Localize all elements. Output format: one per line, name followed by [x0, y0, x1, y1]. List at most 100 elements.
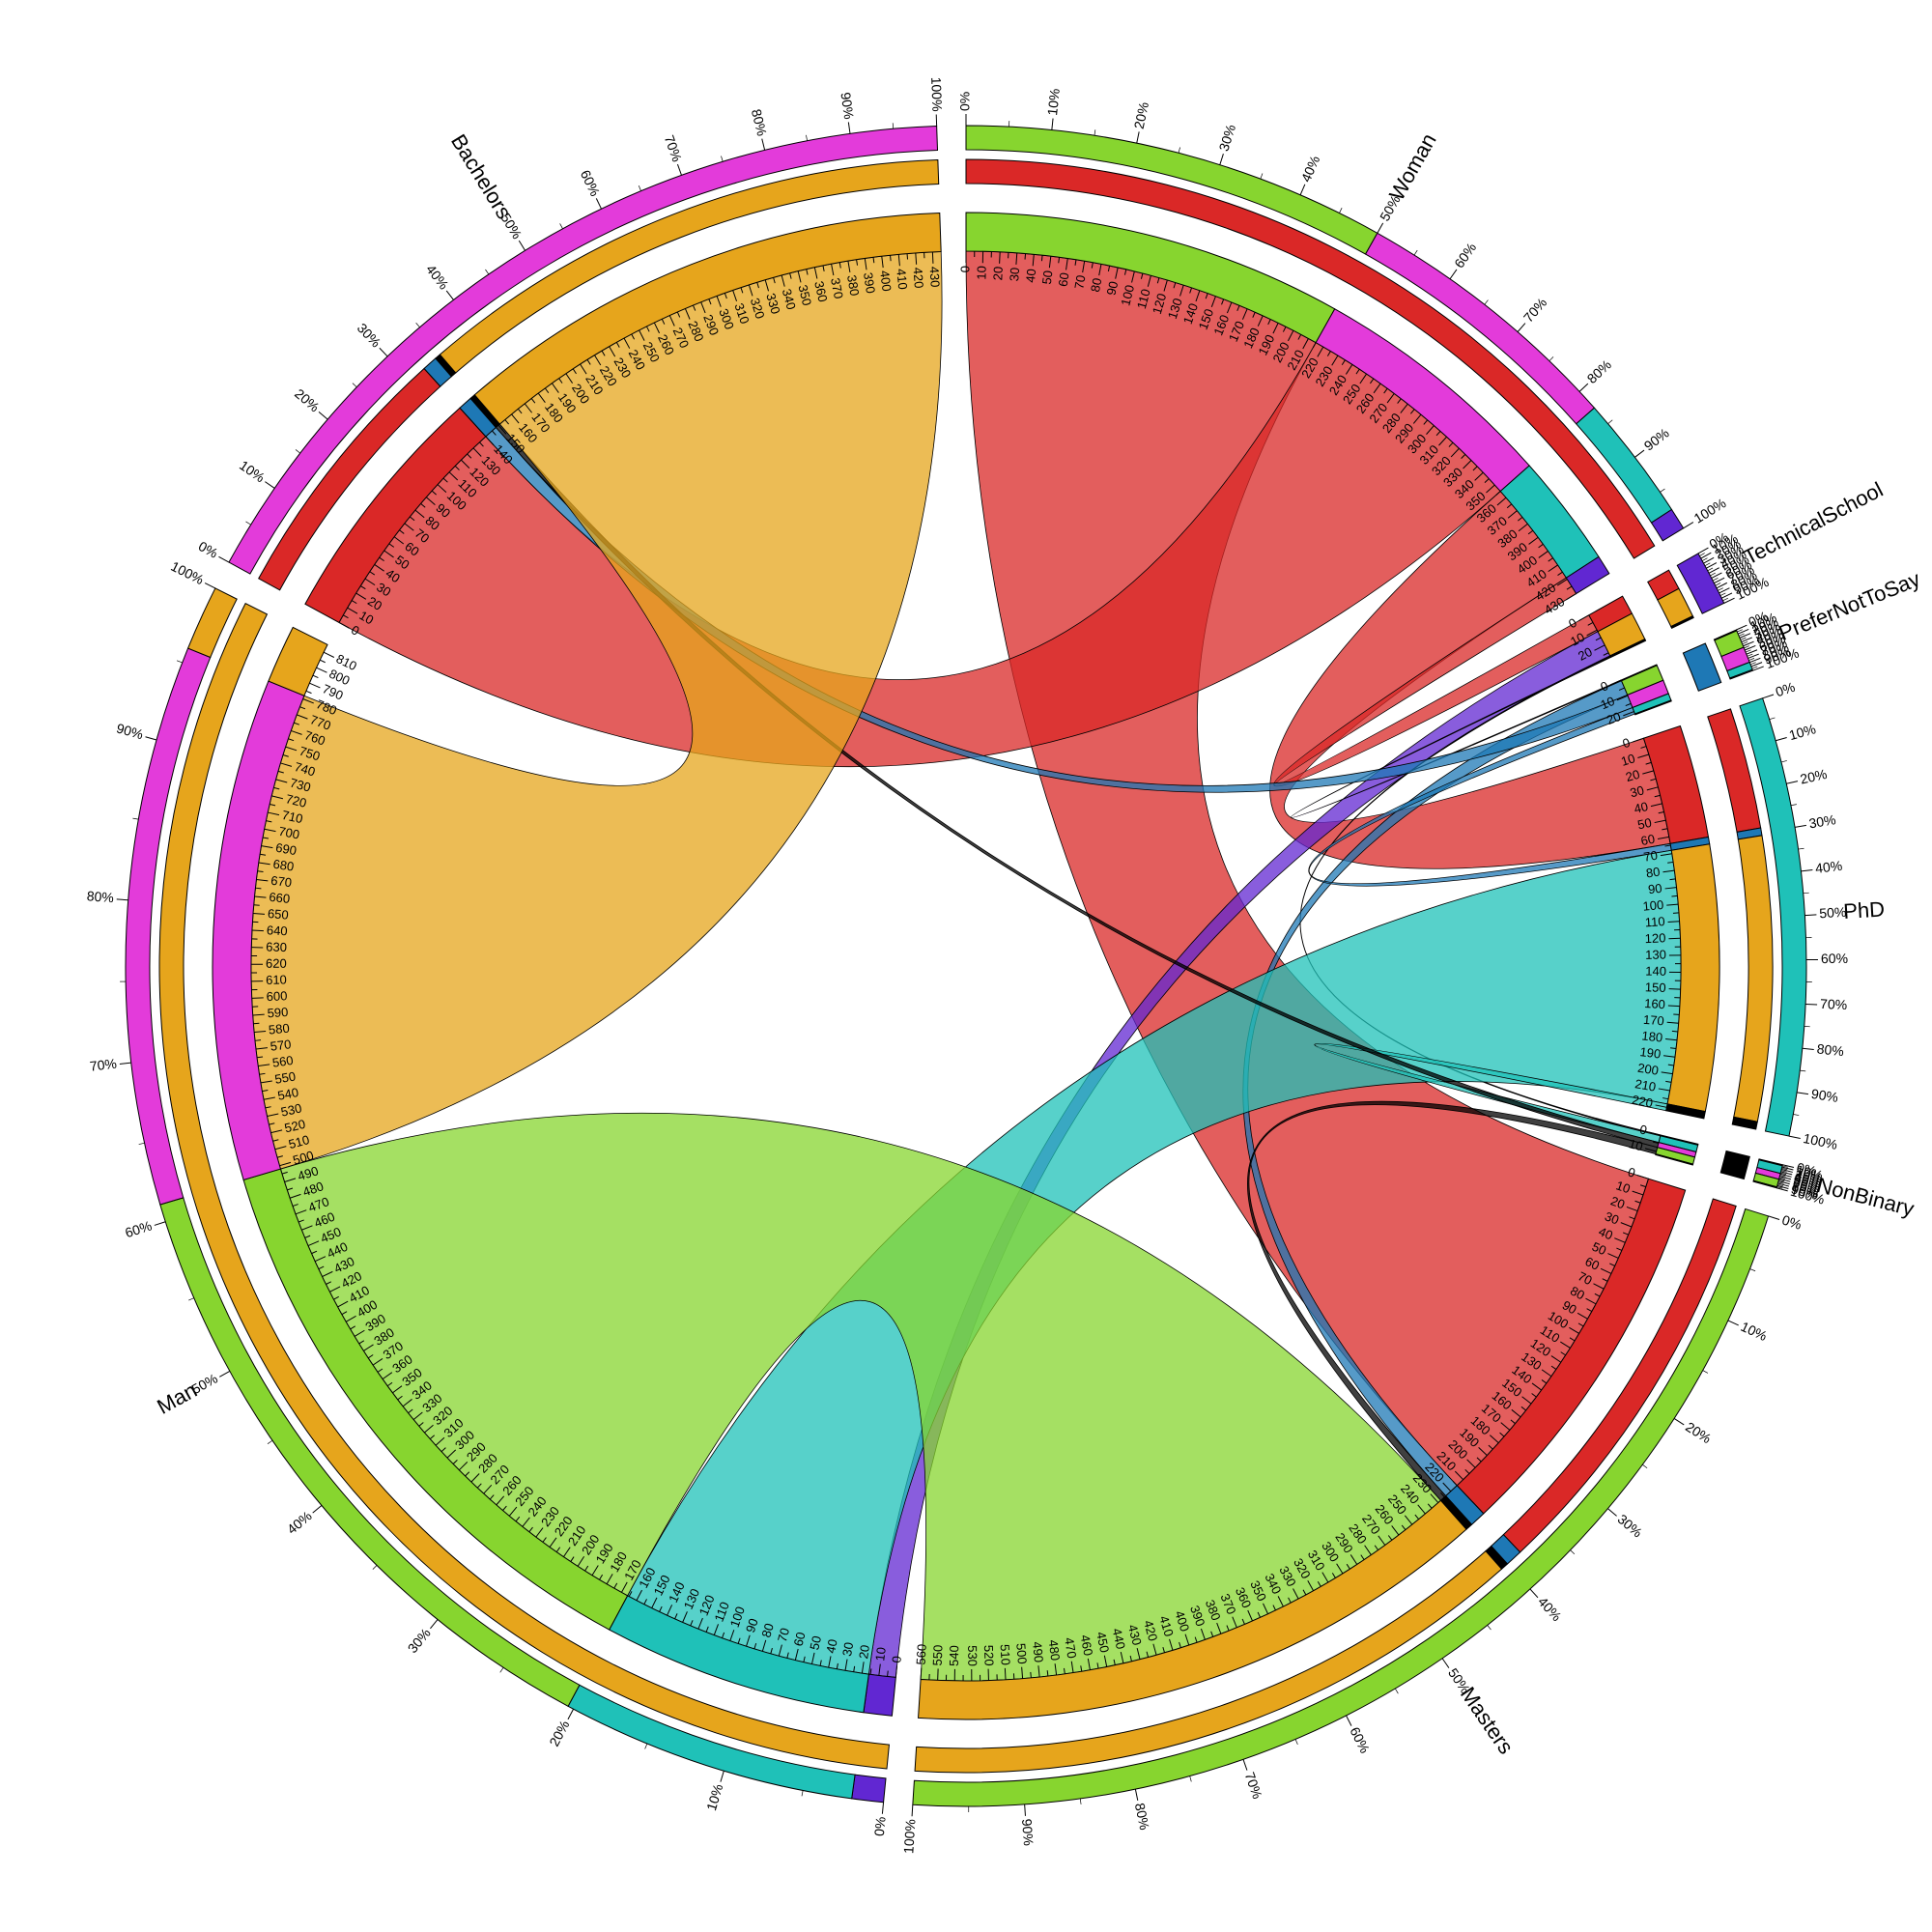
inner-tick-label: 10 — [872, 1646, 889, 1662]
sector-label-nonbinary: NonBinary — [1814, 1173, 1917, 1221]
pct-tick-label: 70% — [1242, 1770, 1265, 1801]
pct-tick-label: 100% — [1802, 1130, 1838, 1152]
inner-tick-label: 100 — [1642, 897, 1664, 914]
pct-tick-label: 80% — [1584, 356, 1614, 386]
inner-tick-label: 40 — [823, 1638, 840, 1655]
pct-tick-label: 30% — [1615, 1511, 1646, 1540]
pct-tick-label: 80% — [1816, 1040, 1844, 1059]
inner-tick-label: 560 — [271, 1053, 295, 1070]
sector-label-prefernottosay: PreferNotToSay — [1776, 566, 1923, 645]
pct-tick-label: 0% — [1774, 679, 1797, 700]
pct-tick-label: 10% — [237, 457, 268, 485]
pct-tick-label: 0% — [871, 1816, 889, 1837]
inner-tick-label: 110 — [1644, 914, 1665, 929]
pct-tick-label: 90% — [115, 720, 145, 742]
inner-tick-label: 90 — [1647, 881, 1662, 897]
inner-tick-label: 470 — [1062, 1636, 1079, 1660]
inner-tick-label: 60 — [1056, 271, 1072, 287]
sector-label-woman: Woman — [1384, 129, 1441, 205]
pct-tick-label: 80% — [1132, 1802, 1152, 1832]
inner-tick-label: 70 — [1642, 848, 1659, 865]
inner-tick-label: 10 — [974, 266, 988, 280]
inner-tick-label: 150 — [1645, 980, 1666, 995]
inner-tick-label: 610 — [266, 972, 287, 986]
inner-tick-label: 500 — [1013, 1642, 1030, 1664]
pct-tick-label: 0% — [1780, 1211, 1804, 1232]
inner-tick-label: 680 — [272, 857, 296, 874]
inner-tick-label: 0 — [957, 266, 972, 272]
inner-tick-label: 540 — [947, 1645, 961, 1666]
pct-tick-label: 10% — [1739, 1319, 1770, 1344]
inner-tick-label: 620 — [266, 956, 287, 971]
pct-tick-label: 30% — [355, 320, 384, 350]
inner-tick-label: 640 — [267, 923, 288, 938]
inner-tick-label: 670 — [270, 873, 293, 891]
pct-tick-label: 20% — [546, 1718, 572, 1748]
pct-tick-label: 70% — [89, 1056, 118, 1074]
pct-tick-label: 0% — [957, 92, 973, 111]
pct-tick-label: 40% — [1298, 154, 1323, 185]
pct-tick-label: 90% — [1641, 425, 1672, 454]
inner-tick-label: 140 — [1645, 964, 1666, 979]
pct-tick-label: 30% — [405, 1625, 434, 1656]
inner-tick-label: 650 — [267, 906, 289, 923]
pct-tick-label: 80% — [86, 888, 114, 905]
inner-tick-label: 400 — [877, 270, 894, 292]
chord-diagram: 0102030405060708090100110120130140150160… — [0, 0, 1932, 1932]
inner-tick-label: 130 — [1645, 948, 1666, 962]
pct-tick-label: 100% — [900, 1819, 918, 1855]
inner-tick-label: 10 — [1628, 1136, 1645, 1153]
inner-tick-label: 30 — [839, 1641, 856, 1658]
inner-tick-label: 420 — [910, 267, 925, 289]
pct-tick-label: 60% — [578, 167, 604, 198]
pct-tick-label: 40% — [1535, 1594, 1565, 1625]
inner-tick-label: 550 — [930, 1644, 946, 1665]
inner-tick-label: 600 — [266, 988, 287, 1004]
pct-tick-label: 40% — [1814, 858, 1843, 876]
inner-tick-label: 660 — [269, 890, 291, 906]
inner-tick-label: 50 — [1636, 815, 1653, 833]
pct-tick-label: 60% — [1451, 240, 1479, 270]
pct-tick-label: 40% — [423, 262, 452, 293]
inner-tick-label: 40 — [1023, 268, 1038, 283]
inner-tick-label: 410 — [894, 268, 910, 290]
pct-tick-label: 90% — [838, 91, 857, 120]
pct-tick-label: 40% — [284, 1508, 315, 1537]
inner-tick-label: 190 — [1639, 1044, 1662, 1062]
inner-tick-label: 60 — [1639, 832, 1656, 848]
inner-tick-label: 530 — [965, 1645, 980, 1666]
inner-tick-label: 630 — [266, 939, 287, 954]
inner-tick-label: 390 — [861, 271, 878, 295]
pct-tick-label: 70% — [1520, 295, 1549, 326]
sector-label-phd: PhD — [1842, 896, 1885, 923]
inner-tick-label: 180 — [1641, 1028, 1663, 1044]
inner-tick-label: 480 — [1046, 1639, 1064, 1662]
pct-tick-label: 80% — [749, 107, 770, 137]
pct-tick-label: 20% — [1683, 1419, 1714, 1447]
pct-tick-label: 30% — [1807, 811, 1836, 831]
pct-tick-label: 90% — [1810, 1086, 1839, 1105]
inner-tick-label: 490 — [1030, 1641, 1046, 1663]
inner-tick-label: 510 — [998, 1644, 1013, 1666]
inner-tick-label: 220 — [1631, 1093, 1654, 1111]
inner-tick-label: 430 — [927, 266, 943, 287]
sector-label-masters: Masters — [1456, 1683, 1519, 1759]
sector-label-bachelors: Bachelors — [446, 130, 517, 223]
inner-tick-label: 590 — [267, 1005, 289, 1020]
inner-tick-label: 0 — [889, 1655, 904, 1663]
pct-tick-label: 20% — [1799, 766, 1829, 787]
pct-tick-label: 0% — [196, 538, 220, 561]
pct-tick-label: 60% — [123, 1217, 154, 1240]
pct-tick-label: 60% — [1347, 1724, 1373, 1755]
inner-tick-label: 20 — [990, 266, 1006, 280]
inner-tick-label: 20 — [856, 1644, 872, 1660]
pct-tick-label: 70% — [1820, 996, 1848, 1012]
pct-tick-label: 70% — [662, 133, 686, 164]
sector-label-technicalschool: TechnicalSchool — [1740, 477, 1888, 570]
inner-tick-label: 70 — [1071, 274, 1088, 291]
inner-tick-label: 520 — [981, 1645, 997, 1666]
pct-tick-label: 100% — [168, 558, 206, 587]
pct-tick-label: 10% — [1044, 88, 1063, 117]
inner-tick-label: 120 — [1644, 930, 1665, 946]
inner-tick-label: 580 — [268, 1021, 290, 1037]
